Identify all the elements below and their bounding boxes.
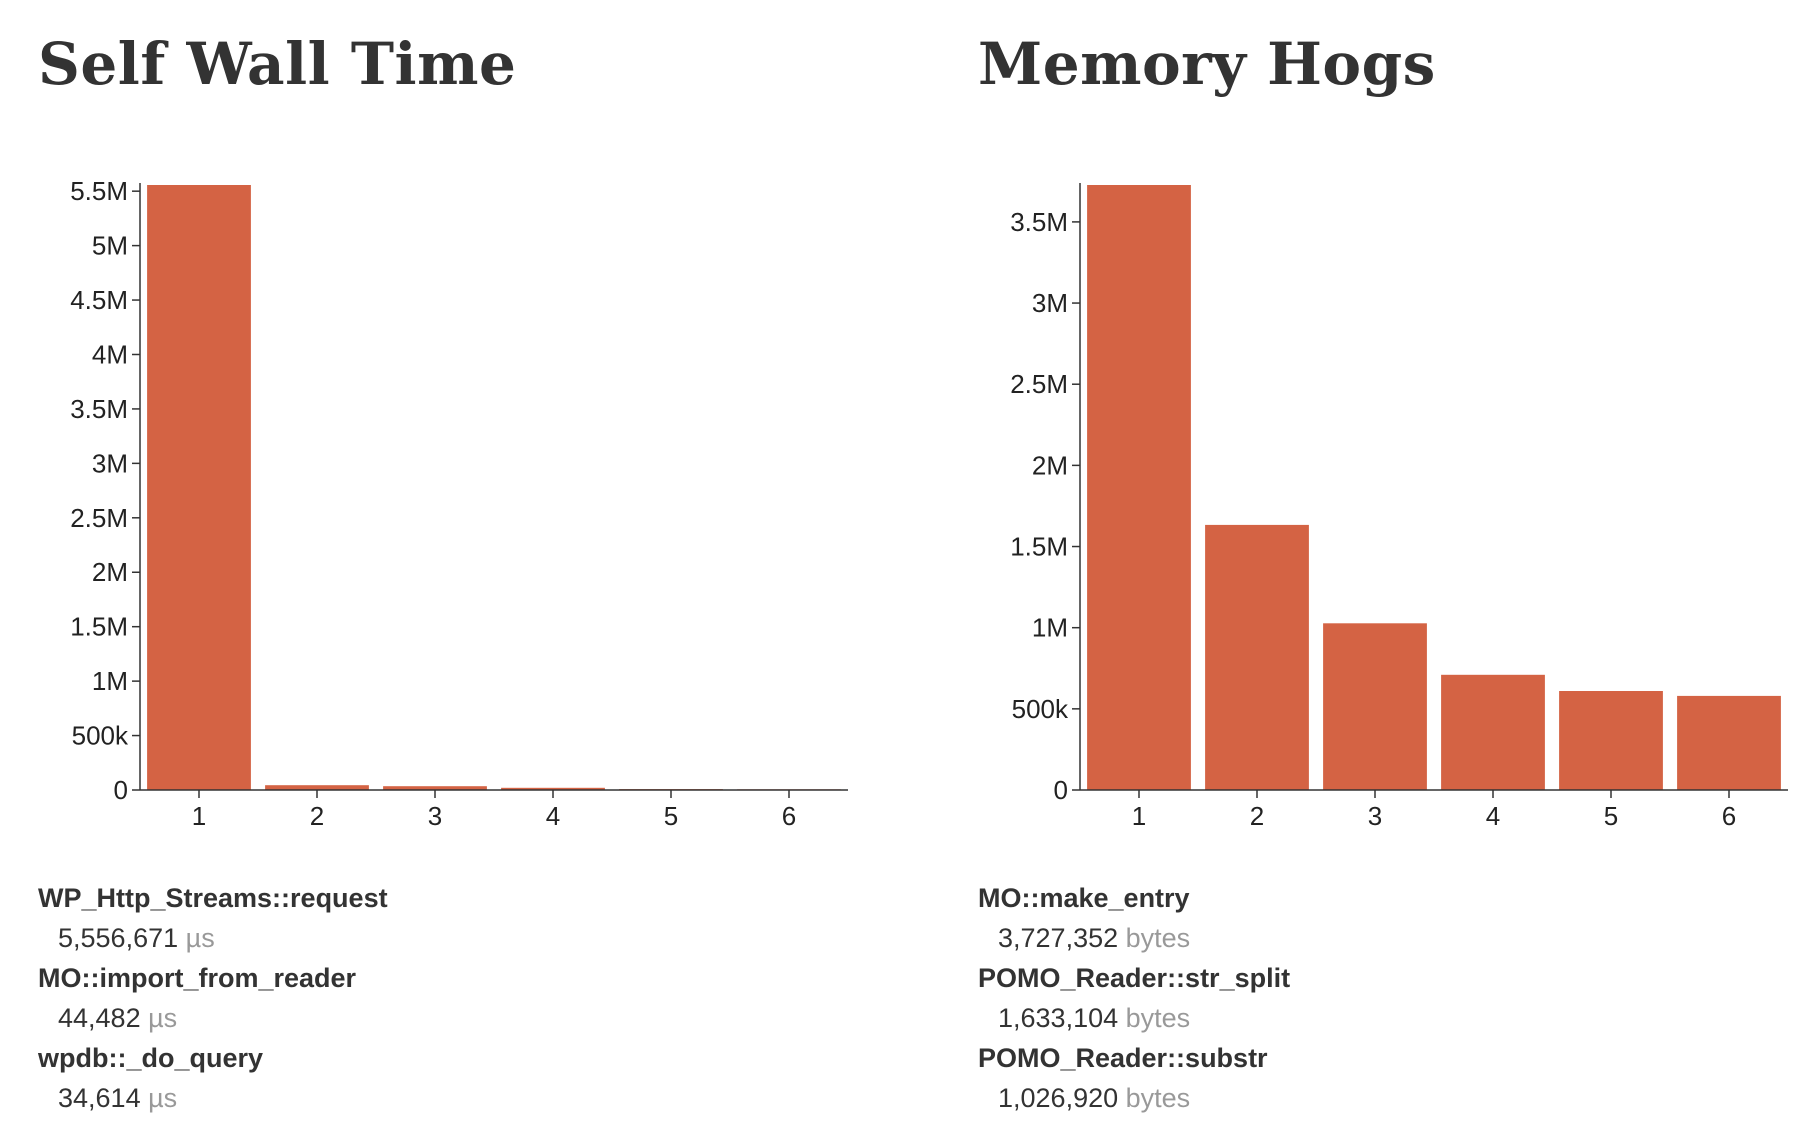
y-tick-label: 2.5M	[70, 503, 128, 533]
value-number: 44,482	[58, 1003, 141, 1033]
function-value: 44,482 µs	[38, 998, 388, 1038]
value-number: 3,727,352	[998, 923, 1119, 953]
value-number: 5,556,671	[58, 923, 179, 953]
y-tick-label: 2M	[92, 557, 128, 587]
bar-6	[1677, 695, 1781, 790]
chart-title: Self Wall Time	[38, 30, 517, 98]
value-number: 34,614	[58, 1083, 141, 1113]
bar-1	[147, 185, 251, 790]
function-value: 5,556,671 µs	[38, 918, 388, 958]
x-tick-label: 2	[1250, 801, 1264, 831]
function-name[interactable]: POMO_Reader::substr	[978, 1043, 1268, 1073]
function-name[interactable]: MO::import_from_reader	[38, 963, 357, 993]
y-tick-label: 500k	[72, 721, 129, 751]
list-item: POMO_Reader::str_split 1,633,104 bytes	[978, 958, 1290, 1038]
value-number: 1,633,104	[998, 1003, 1119, 1033]
y-tick-label: 1M	[1032, 613, 1068, 643]
function-name[interactable]: POMO_Reader::str_split	[978, 963, 1291, 993]
y-tick-label: 5M	[92, 231, 128, 261]
x-tick-label: 5	[664, 801, 678, 831]
chart-title: Memory Hogs	[978, 30, 1436, 98]
x-tick-label: 4	[546, 801, 560, 831]
y-tick-label: 500k	[1012, 694, 1069, 724]
list-item: MO::import_from_reader 44,482 µs	[38, 958, 388, 1038]
bar-3	[1323, 623, 1427, 790]
y-tick-label: 5.5M	[70, 176, 128, 206]
self-wall-time-panel: Self Wall Time 0 500k 1M 1.5M 2M 2.5M 3M 3.5M 4M…	[38, 0, 848, 1126]
x-tick-label: 6	[782, 801, 796, 831]
x-tick-label: 3	[1368, 801, 1382, 831]
function-name[interactable]: MO::make_entry	[978, 883, 1190, 913]
memory-hogs-panel: Memory Hogs 0 500k 1M 1.5M 2M 2.5M 3M 3.5M 1 2 3 4 5…	[978, 0, 1788, 1126]
list-item: MO::make_entry 3,727,352 bytes	[978, 878, 1290, 958]
y-tick-label: 2M	[1032, 450, 1068, 480]
y-tick-label: 3M	[92, 448, 128, 478]
bar-2	[1205, 524, 1309, 790]
x-tick-label: 2	[310, 801, 324, 831]
function-name[interactable]: wpdb::_do_query	[38, 1043, 264, 1073]
bar-2	[265, 785, 369, 790]
y-tick-label: 2.5M	[1010, 369, 1068, 399]
x-tick-label: 1	[192, 801, 206, 831]
bar-5	[1559, 691, 1663, 790]
memory-hogs-chart: 0 500k 1M 1.5M 2M 2.5M 3M 3.5M 1 2 3 4 5 6	[1010, 183, 1788, 831]
list-item: WP_Http_Streams::request 5,556,671 µs	[38, 878, 388, 958]
value-unit: bytes	[1125, 923, 1191, 953]
x-tick-label: 4	[1486, 801, 1500, 831]
bar-4	[1441, 674, 1545, 790]
value-number: 1,026,920	[998, 1083, 1119, 1113]
bar-3	[383, 786, 487, 790]
x-tick-label: 5	[1604, 801, 1618, 831]
x-tick-label: 1	[1132, 801, 1146, 831]
function-value: 1,633,104 bytes	[978, 998, 1290, 1038]
list-item: POMO_Reader::substr 1,026,920 bytes	[978, 1038, 1290, 1118]
y-tick-label: 4.5M	[70, 285, 128, 315]
top-functions-list: WP_Http_Streams::request 5,556,671 µs MO…	[38, 878, 388, 1118]
function-value: 34,614 µs	[38, 1078, 388, 1118]
top-functions-list: MO::make_entry 3,727,352 bytes POMO_Read…	[978, 878, 1290, 1118]
y-tick-label: 0	[1054, 775, 1068, 805]
self-wall-time-chart: 0 500k 1M 1.5M 2M 2.5M 3M 3.5M 4M 4.5M 5M 5.5M 1 2 3 4 5…	[70, 176, 848, 831]
bar-4	[501, 787, 605, 790]
y-tick-label: 3.5M	[70, 394, 128, 424]
y-tick-label: 1M	[92, 666, 128, 696]
value-unit: µs	[185, 923, 215, 953]
y-tick-label: 3.5M	[1010, 207, 1068, 237]
function-name[interactable]: WP_Http_Streams::request	[38, 883, 388, 913]
bar-1	[1087, 185, 1191, 790]
y-tick-label: 0	[114, 775, 128, 805]
function-value: 1,026,920 bytes	[978, 1078, 1290, 1118]
value-unit: µs	[148, 1083, 178, 1113]
x-tick-label: 6	[1722, 801, 1736, 831]
list-item: wpdb::_do_query 34,614 µs	[38, 1038, 388, 1118]
function-value: 3,727,352 bytes	[978, 918, 1290, 958]
value-unit: bytes	[1125, 1083, 1191, 1113]
value-unit: bytes	[1125, 1003, 1191, 1033]
y-tick-label: 4M	[92, 339, 128, 369]
y-tick-label: 3M	[1032, 288, 1068, 318]
y-tick-label: 1.5M	[70, 612, 128, 642]
y-tick-label: 1.5M	[1010, 532, 1068, 562]
x-tick-label: 3	[428, 801, 442, 831]
value-unit: µs	[148, 1003, 178, 1033]
